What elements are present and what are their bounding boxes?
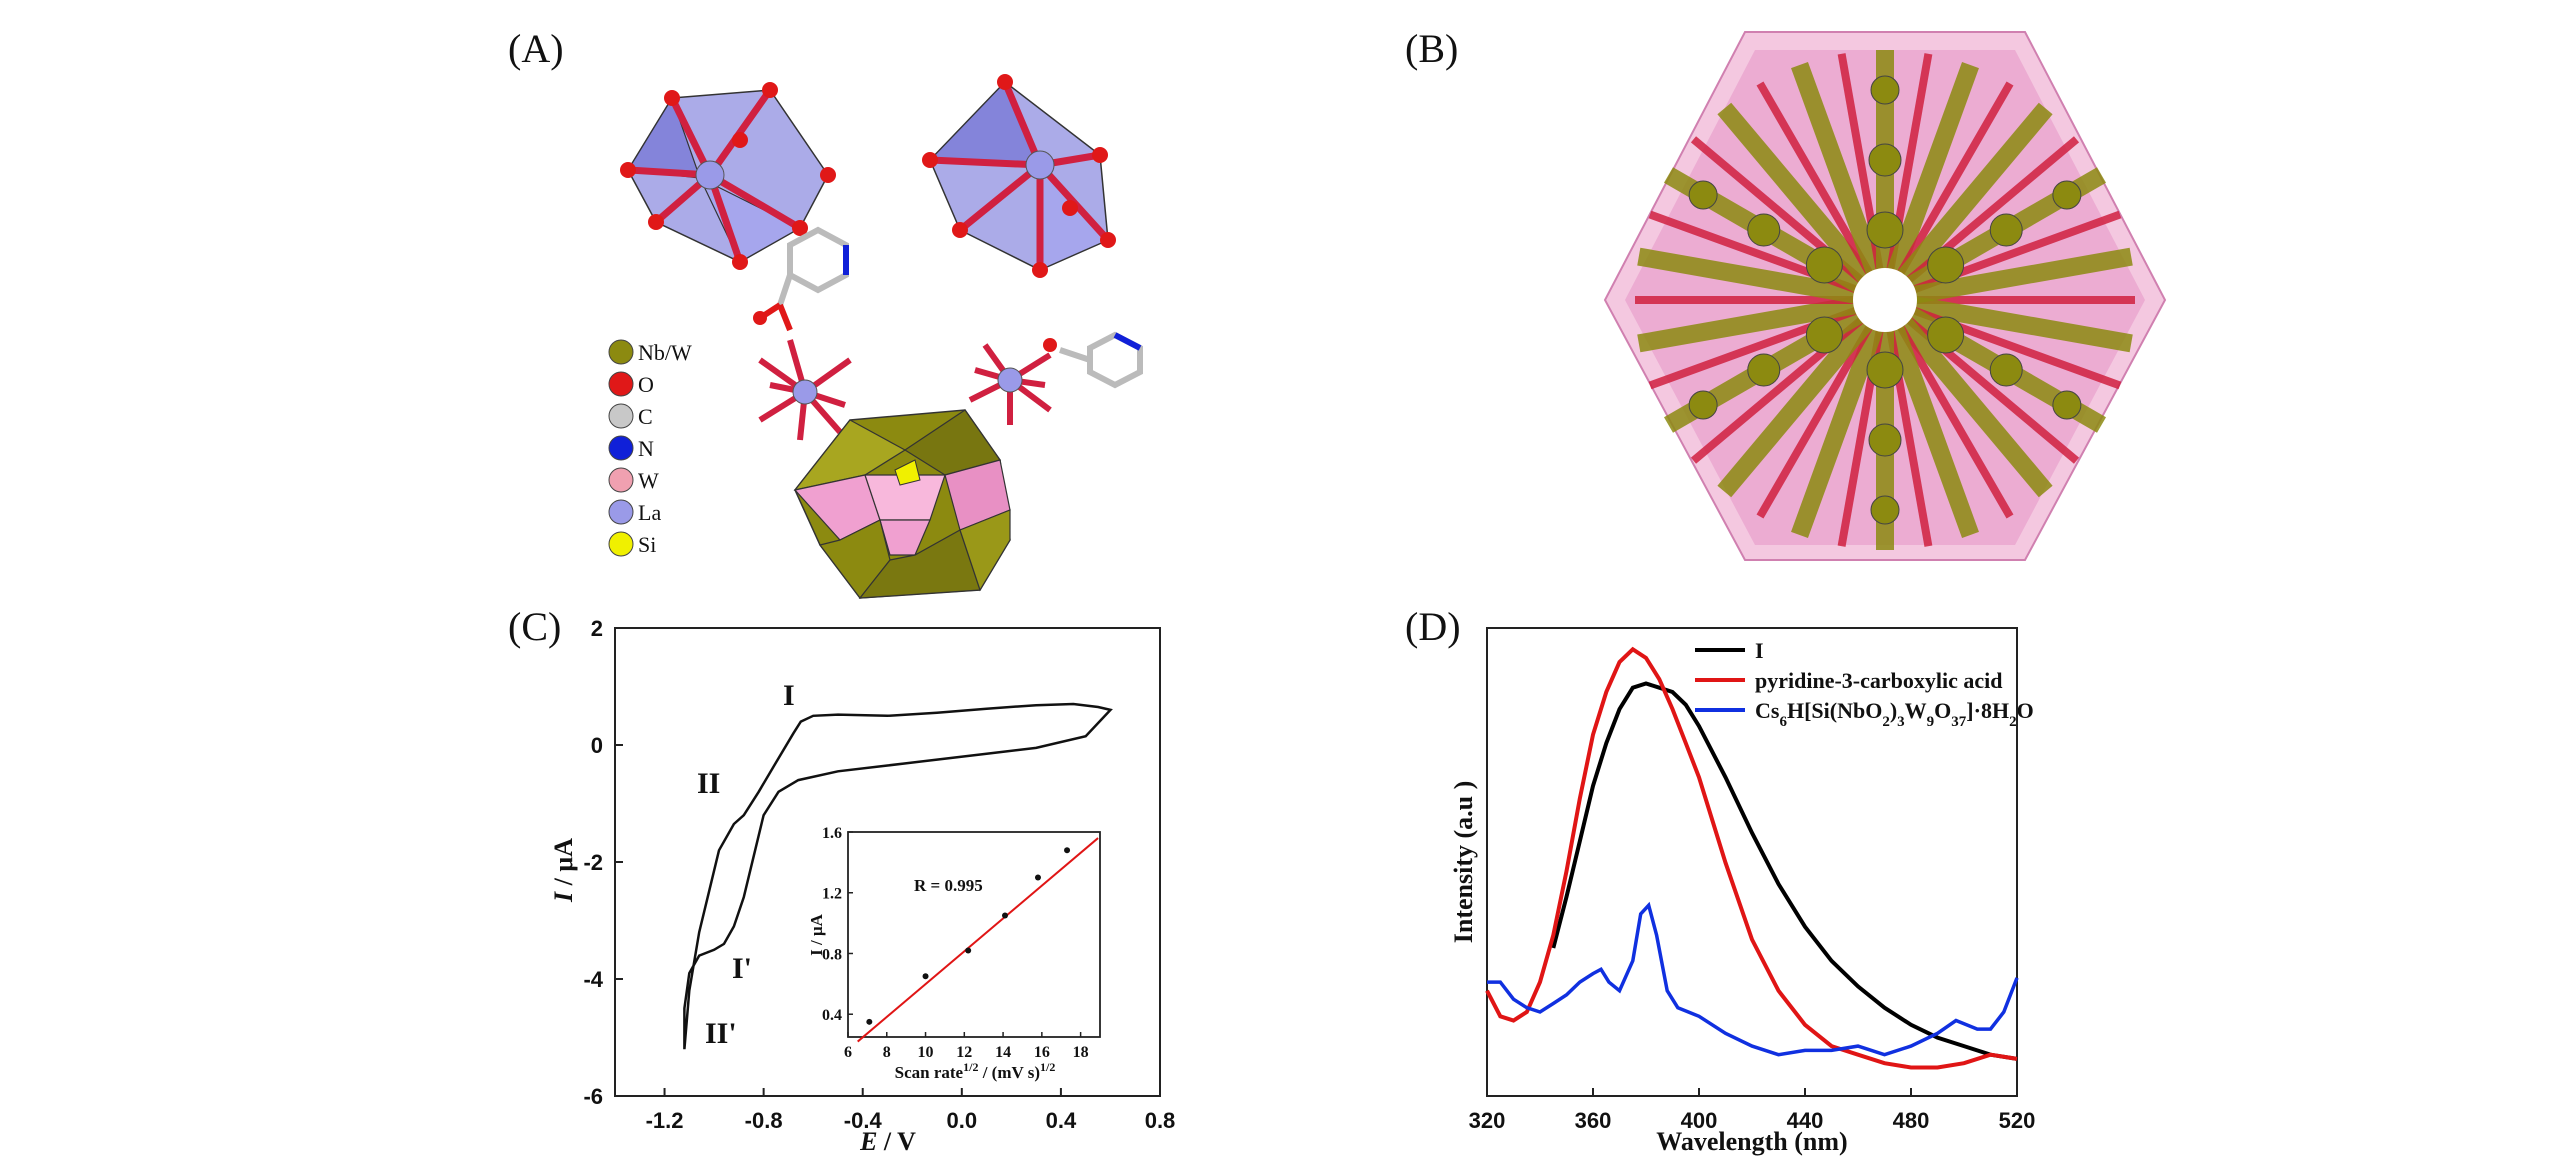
legend-label-3: N [638,436,654,461]
pl-x-tick-1: 360 [1575,1108,1612,1133]
legend-swatch-4 [608,467,634,493]
inset-y-tick-2: 1.2 [822,886,842,903]
panel-a: (A) [508,26,1143,599]
inset-point-2 [965,947,972,954]
cv-x-tick-5: 0.8 [1145,1108,1176,1133]
legend-label-2: C [638,404,653,429]
inset-x-tick-6: 18 [1073,1044,1089,1061]
inset-frame [847,831,1101,1038]
cv-curve [683,702,1113,1050]
pl-legend-label-pyridine: pyridine-3-carboxylic acid [1755,668,2002,693]
inset-y-tick-3: 1.6 [822,825,842,842]
inset-x-tick-2: 10 [918,1044,934,1061]
pyridine-ligand-left [753,226,849,332]
legend-swatch-6 [608,531,634,557]
pl-series-pyridine [1485,646,2018,1070]
pyridine-ligand-right [1043,331,1143,389]
legend-swatch-5 [608,499,634,525]
inset-x-tick-4: 14 [995,1044,1011,1061]
framework-structure [1603,31,2167,561]
legend-label-4: W [638,468,659,493]
inset-x-label: Scan rate1/2 / (mV s)1/2 [895,1060,1056,1082]
inset-y-label: I / μA [807,913,826,955]
la-center-right [968,343,1052,425]
inset-fit-line [857,837,1099,1043]
polyoxometalate-cluster [793,409,1011,599]
pl-legend-label-i: I [1755,638,1764,663]
inset-point-0 [866,1018,873,1025]
la-polyhedron-right [922,74,1116,278]
pl-plot-frame [1486,627,2018,1097]
legend-swatch-1 [608,371,634,397]
pl-x-axis-label: Wavelength (nm) [1656,1127,1847,1156]
panel-d: (D) 320 360 400 440 480 520 Intensity (a.u ) … [1405,604,2035,1156]
peak-label-i: I [783,679,795,712]
pl-series-cs-salt [1487,901,2019,1057]
la-center-left [758,339,852,441]
cv-x-tick-2: -0.4 [844,1108,883,1133]
inset-plot: 6 8 10 12 14 16 18 0.4 0.8 1.2 1.6 R = 0.995 I / μ… [807,825,1101,1082]
inset-annotation: R = 0.995 [914,876,983,895]
panel-c: (C) 2 0 -2 -4 -6 -1.2 -0.8 -0.4 0.0 0.4 0.8 I / μ… [508,604,1175,1156]
cv-x-tick-0: -1.2 [646,1108,684,1133]
pl-x-tick-0: 320 [1469,1108,1506,1133]
inset-x-tick-1: 8 [883,1044,891,1061]
panel-label-a: (A) [508,26,564,71]
cv-y-axis-label: I / μA [549,838,578,903]
legend-swatch-0 [608,339,634,365]
legend-swatch-2 [608,403,634,429]
peak-label-ii-prime: II' [705,1017,737,1050]
inset-point-3 [1002,912,1009,919]
cv-x-tick-1: -0.8 [745,1108,783,1133]
inset-x-tick-3: 12 [956,1044,972,1061]
cv-y-tick-4: -6 [583,1084,603,1109]
legend-label-6: Si [638,532,656,557]
pl-legend: I pyridine-3-carboxylic acid Cs6H[Si(NbO… [1695,638,2034,730]
pl-x-tick-3: 440 [1787,1108,1824,1133]
cv-y-tick-1: 0 [591,733,603,758]
panel-label-d: (D) [1405,604,1461,649]
pl-y-axis-label: Intensity (a.u ) [1449,781,1478,944]
cv-y-tick-3: -4 [583,967,603,992]
panel-label-c: (C) [508,604,561,649]
panel-b: (B) [1405,26,2167,561]
cv-x-tick-4: 0.4 [1046,1108,1077,1133]
legend-label-5: La [638,500,661,525]
pl-legend-label-cs-salt: Cs6H[Si(NbO2)3W9O37]·8H2O [1755,698,2034,730]
pl-series-i [1551,681,2018,1061]
cv-x-axis: -1.2 -0.8 -0.4 0.0 0.4 0.8 [646,1088,1176,1133]
legend-label-0: Nb/W [638,340,692,365]
inset-x-tick-0: 6 [844,1044,852,1061]
peak-label-ii: II [697,767,720,800]
cv-x-axis-label: E / V [859,1127,916,1156]
legend-swatch-3 [608,435,634,461]
inset-y-tick-1: 0.8 [822,946,842,963]
la-polyhedron-left [620,82,836,270]
inset-x-tick-5: 16 [1034,1044,1050,1061]
legend-label-1: O [638,372,654,397]
inset-point-4 [1034,874,1041,881]
panel-label-b: (B) [1405,26,1458,71]
inset-y-tick-0: 0.4 [822,1007,842,1024]
cv-y-tick-0: 2 [591,616,603,641]
cv-x-tick-3: 0.0 [947,1108,978,1133]
pl-x-tick-5: 520 [1999,1108,2036,1133]
inset-point-1 [922,973,929,980]
cv-y-tick-2: -2 [583,850,603,875]
inset-point-5 [1064,847,1071,854]
cv-y-axis: 2 0 -2 -4 -6 [583,616,623,1109]
pl-x-tick-4: 480 [1893,1108,1930,1133]
pl-x-tick-2: 400 [1681,1108,1718,1133]
pl-x-axis: 320 360 400 440 480 520 [1469,1088,2036,1133]
peak-label-i-prime: I' [732,952,752,985]
